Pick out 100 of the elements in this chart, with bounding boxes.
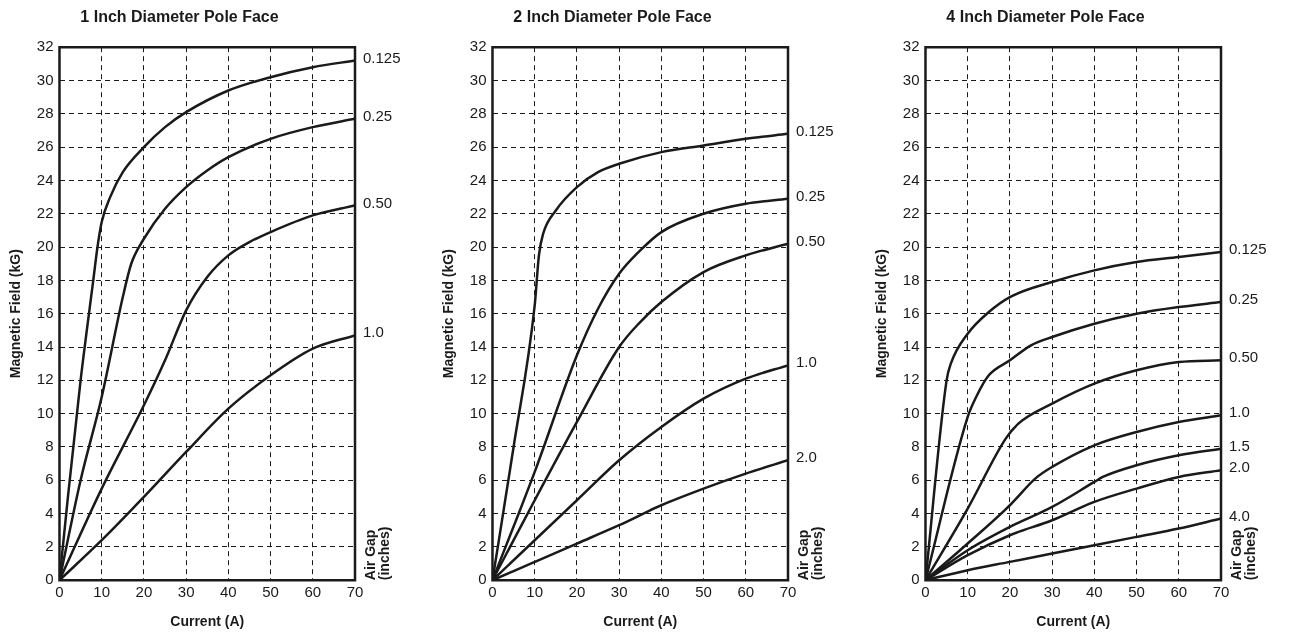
y-tick-label: 22 — [36, 203, 54, 221]
chart-title: 2 Inch Diameter Pole Face — [513, 8, 712, 26]
x-axis-title: Current (A) — [603, 613, 678, 630]
series-label: 0.50 — [1229, 348, 1259, 366]
y-tick-label: 16 — [36, 303, 54, 321]
x-tick-label: 70 — [346, 583, 364, 601]
y-tick-label: 10 — [469, 403, 487, 421]
y-tick-label: 28 — [469, 103, 487, 121]
y-tick-label: 32 — [469, 37, 487, 55]
x-tick-label: 10 — [93, 583, 111, 601]
y-tick-label: 8 — [478, 437, 487, 455]
x-tick-label: 60 — [1170, 583, 1188, 601]
y-tick-label: 8 — [45, 437, 54, 455]
series-label: 0.25 — [1229, 290, 1259, 308]
y-tick-label: 32 — [36, 37, 54, 55]
series-label: 0.125 — [796, 121, 834, 139]
y-tick-label: 18 — [469, 270, 487, 288]
y-tick-label: 24 — [36, 170, 54, 188]
x-tick-label: 70 — [779, 583, 797, 601]
x-tick-label: 30 — [610, 583, 628, 601]
y-tick-label: 16 — [902, 303, 920, 321]
y-tick-label: 8 — [911, 437, 920, 455]
x-tick-label: 50 — [1128, 583, 1145, 601]
x-tick-label: 60 — [737, 583, 755, 601]
y-tick-label: 30 — [469, 70, 487, 88]
y-tick-label: 26 — [36, 137, 54, 155]
y-tick-label: 14 — [902, 337, 920, 355]
series-label: 1.0 — [796, 353, 817, 371]
y-tick-label: 30 — [902, 70, 920, 88]
series-label: 2.0 — [796, 448, 817, 466]
series-label: 4.0 — [1229, 506, 1250, 524]
y-tick-label: 20 — [36, 237, 54, 255]
series-label: 1.0 — [1229, 403, 1250, 421]
y-axis-title: Magnetic Field (kG) — [873, 249, 890, 379]
y-tick-label: 20 — [469, 237, 487, 255]
x-axis-title: Current (A) — [1036, 613, 1111, 630]
series-label: 0.25 — [796, 186, 826, 204]
series-label: 2.0 — [1229, 458, 1250, 476]
y-tick-label: 2 — [478, 537, 487, 555]
chart-title: 1 Inch Diameter Pole Face — [80, 8, 279, 26]
y-tick-label: 16 — [469, 303, 487, 321]
series-label: 0.50 — [796, 231, 826, 249]
y-tick-label: 22 — [469, 203, 487, 221]
x-tick-label: 10 — [959, 583, 977, 601]
series-label: 1.0 — [363, 323, 384, 341]
y-tick-label: 18 — [902, 270, 920, 288]
y-tick-label: 12 — [469, 370, 487, 388]
x-tick-label: 70 — [1212, 583, 1230, 601]
y-tick-label: 24 — [469, 170, 487, 188]
y-axis-title: Magnetic Field (kG) — [7, 249, 24, 379]
y-tick-label: 26 — [902, 137, 920, 155]
series-label: 0.25 — [363, 106, 393, 124]
x-tick-label: 40 — [1086, 583, 1103, 601]
series-label: 0.125 — [363, 48, 401, 66]
x-tick-label: 30 — [177, 583, 195, 601]
legend-title: Air Gap (inches) — [361, 526, 392, 581]
x-tick-label: 50 — [695, 583, 712, 601]
y-tick-label: 14 — [36, 337, 54, 355]
x-tick-label: 30 — [1043, 583, 1061, 601]
y-tick-label: 10 — [902, 403, 920, 421]
y-tick-label: 12 — [902, 370, 920, 388]
y-tick-label: 6 — [478, 470, 487, 488]
x-tick-label: 40 — [653, 583, 670, 601]
chart-title: 4 Inch Diameter Pole Face — [946, 8, 1145, 26]
legend-title: Air Gap (inches) — [1227, 526, 1258, 581]
y-tick-label: 30 — [36, 70, 54, 88]
x-tick-label: 10 — [526, 583, 544, 601]
y-tick-label: 6 — [911, 470, 920, 488]
series-label: 0.125 — [1229, 240, 1267, 258]
x-tick-label: 50 — [262, 583, 279, 601]
series-label: 0.50 — [363, 193, 393, 211]
y-tick-label: 4 — [478, 503, 487, 521]
y-tick-label: 28 — [36, 103, 54, 121]
y-tick-label: 0 — [45, 570, 54, 588]
y-tick-label: 2 — [911, 537, 920, 555]
y-tick-label: 24 — [902, 170, 920, 188]
y-tick-label: 12 — [36, 370, 54, 388]
y-tick-label: 26 — [469, 137, 487, 155]
x-axis-title: Current (A) — [170, 613, 245, 630]
y-tick-label: 2 — [45, 537, 54, 555]
y-tick-label: 18 — [36, 270, 54, 288]
x-tick-label: 40 — [220, 583, 237, 601]
x-tick-label: 20 — [135, 583, 153, 601]
x-tick-label: 20 — [1001, 583, 1019, 601]
y-tick-label: 32 — [902, 37, 920, 55]
x-tick-label: 60 — [304, 583, 322, 601]
y-tick-label: 22 — [902, 203, 920, 221]
series-label: 1.5 — [1229, 436, 1250, 454]
x-tick-label: 20 — [568, 583, 586, 601]
y-tick-label: 4 — [45, 503, 54, 521]
y-tick-label: 6 — [45, 470, 54, 488]
y-axis-title: Magnetic Field (kG) — [440, 249, 457, 379]
y-tick-label: 14 — [469, 337, 487, 355]
y-tick-label: 0 — [478, 570, 487, 588]
y-tick-label: 0 — [911, 570, 920, 588]
y-tick-label: 4 — [911, 503, 920, 521]
y-tick-label: 10 — [36, 403, 54, 421]
y-tick-label: 28 — [902, 103, 920, 121]
legend-title: Air Gap (inches) — [794, 526, 825, 581]
y-tick-label: 20 — [902, 237, 920, 255]
